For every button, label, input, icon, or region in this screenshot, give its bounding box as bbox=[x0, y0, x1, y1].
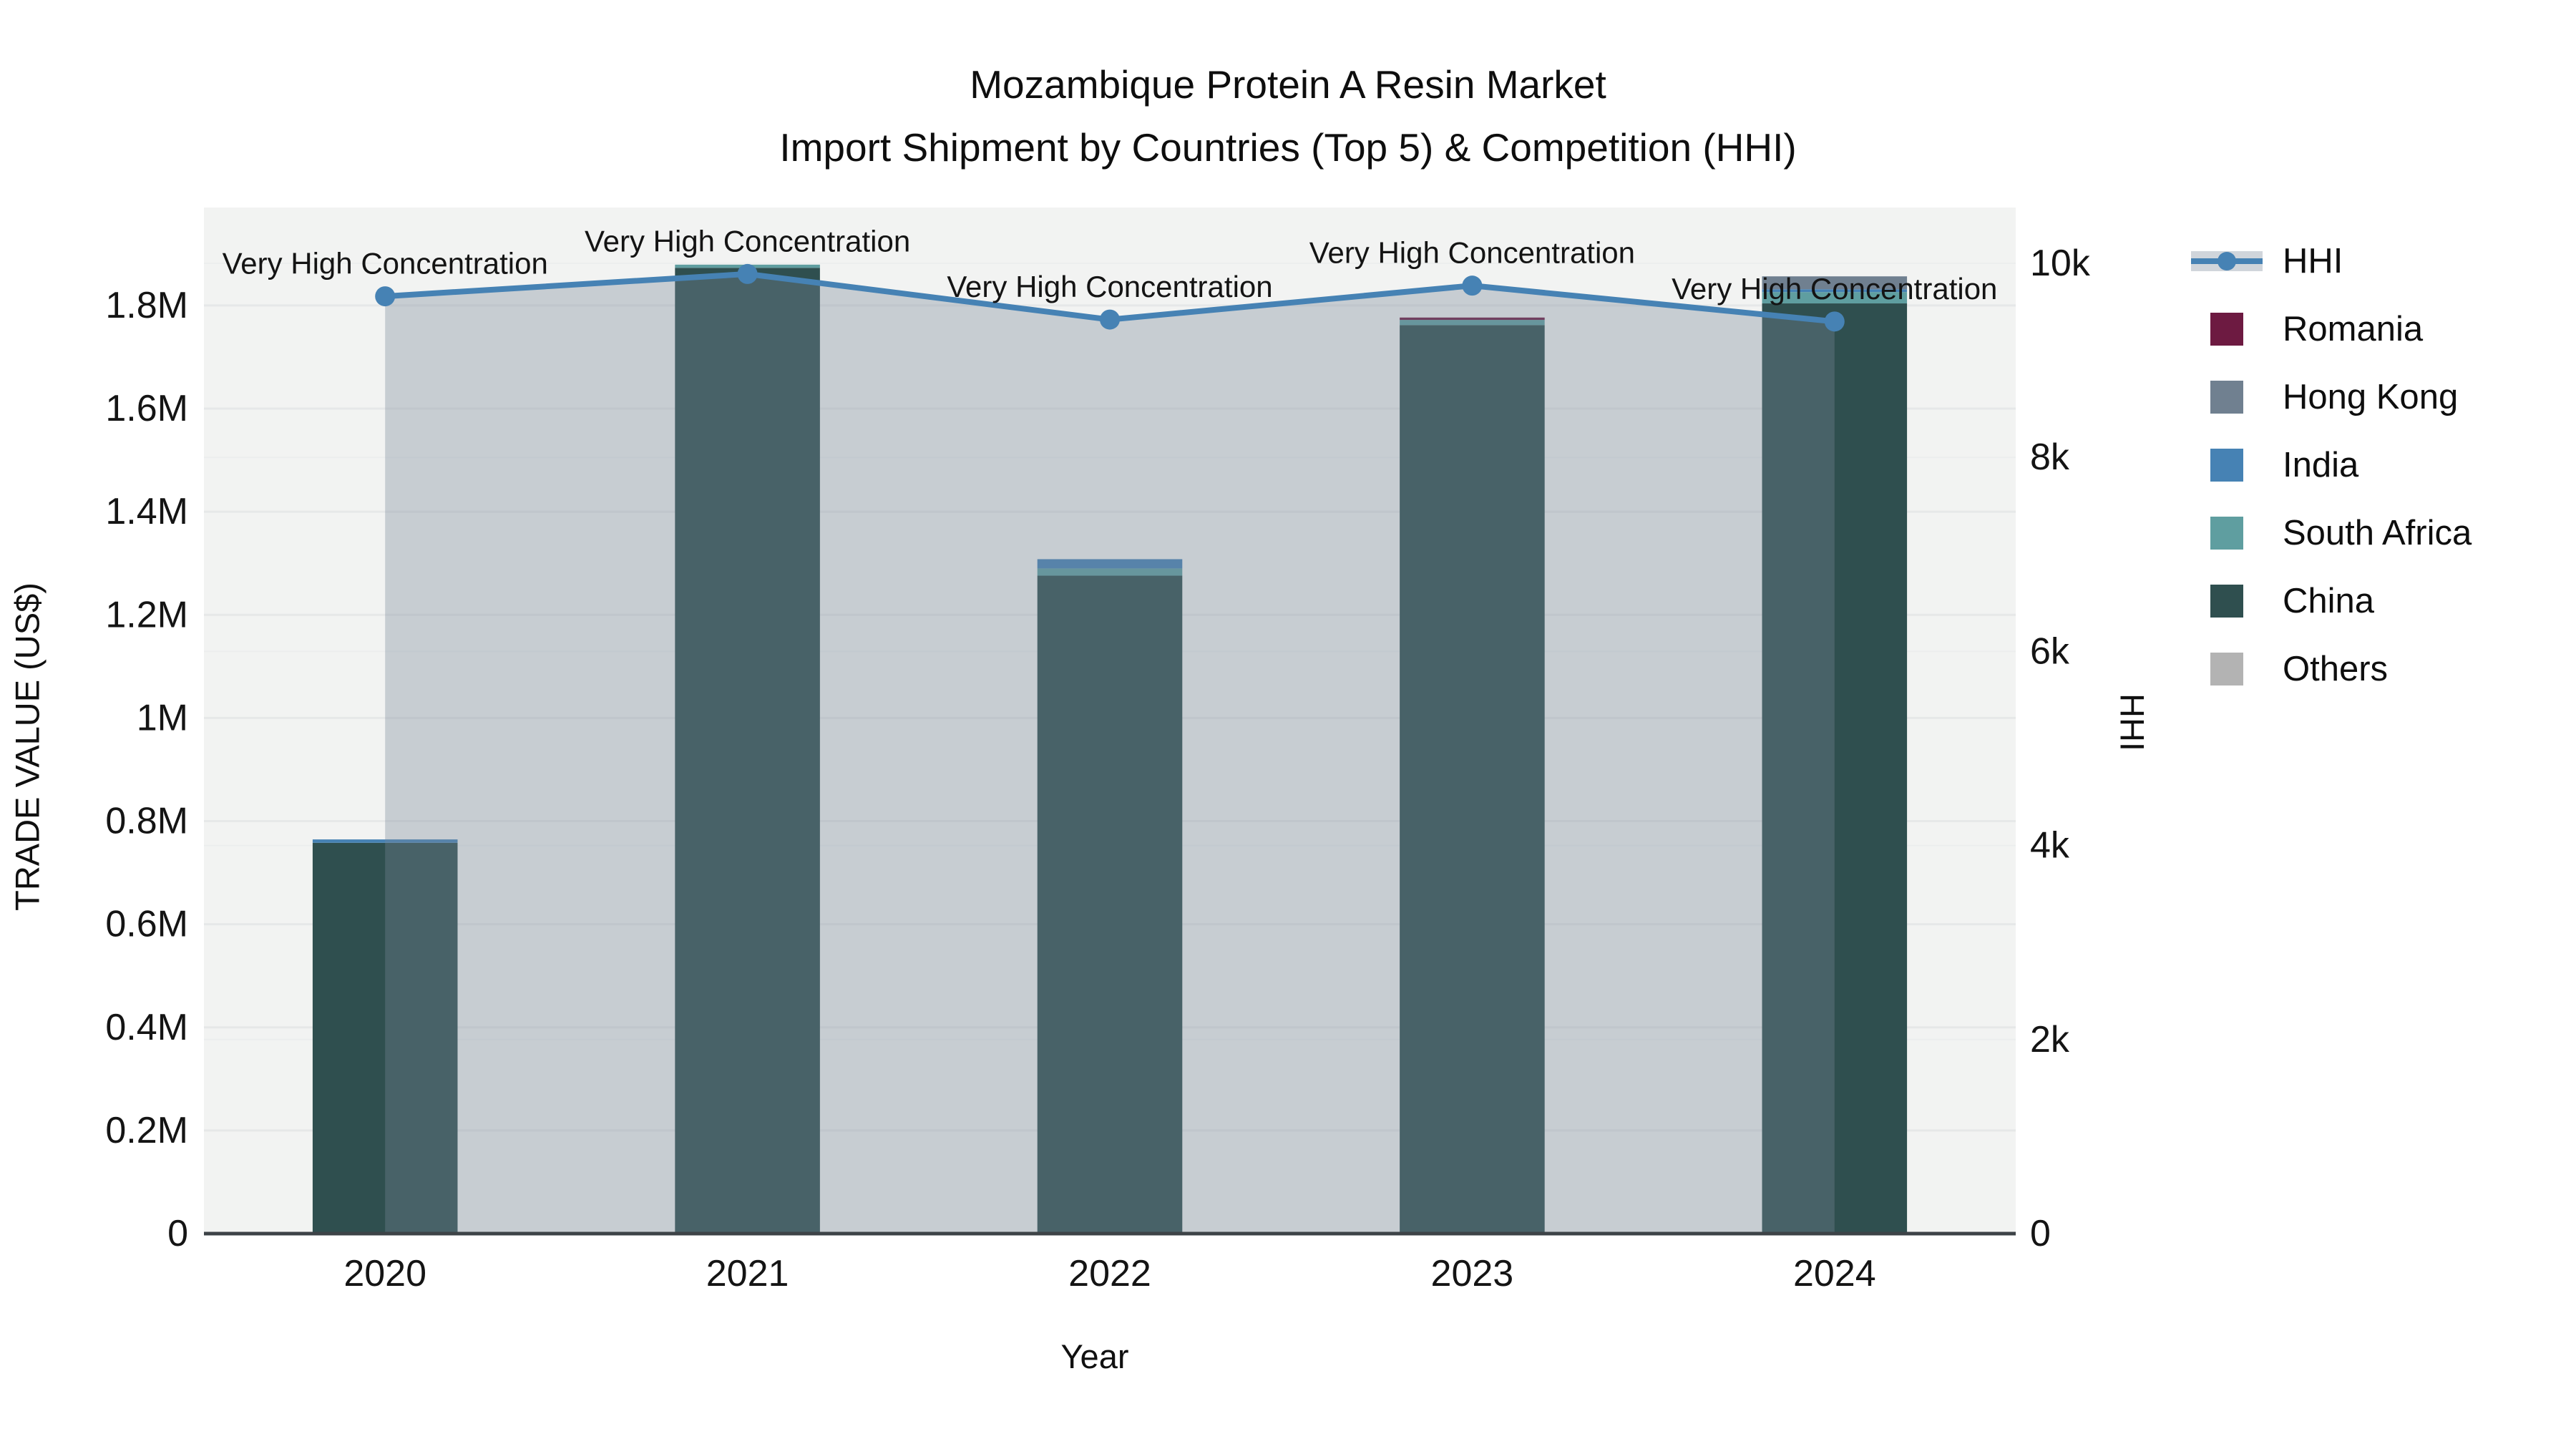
y-tick-label: 1.6M bbox=[105, 388, 188, 429]
legend: HHI Romania Hong Kong India South Africa… bbox=[2191, 227, 2472, 703]
legend-item-romania[interactable]: Romania bbox=[2191, 295, 2472, 363]
bars-group bbox=[312, 264, 1908, 1234]
y-tick-label: 0.4M bbox=[105, 1007, 188, 1048]
bar-segment-china-2021[interactable] bbox=[675, 268, 820, 1234]
x-axis-title: Year bbox=[1060, 1337, 1129, 1375]
annotation-label: Very High Concentration bbox=[1309, 236, 1635, 270]
chart-title-line2: Import Shipment by Countries (Top 5) & C… bbox=[779, 125, 1797, 170]
chart-title-line1: Mozambique Protein A Resin Market bbox=[970, 62, 1606, 107]
annotation-label: Very High Concentration bbox=[585, 224, 910, 258]
legend-item-china[interactable]: China bbox=[2191, 567, 2472, 635]
x-tick-label: 2024 bbox=[1793, 1253, 1876, 1294]
x-tick-label: 2022 bbox=[1068, 1253, 1151, 1294]
legend-item-others[interactable]: Others bbox=[2191, 635, 2472, 703]
bar-segment-india-2022[interactable] bbox=[1037, 559, 1183, 569]
y-tick-label: 0.6M bbox=[105, 904, 188, 945]
annotation-label: Very High Concentration bbox=[223, 247, 548, 280]
hhi-marker-2023[interactable] bbox=[1462, 275, 1483, 296]
chart-title: Mozambique Protein A Resin Market Import… bbox=[0, 53, 2576, 179]
bar-segment-south-africa-2024[interactable] bbox=[1762, 292, 1908, 304]
x-tick-label: 2021 bbox=[706, 1253, 789, 1294]
y-tick-label: 0.2M bbox=[105, 1110, 188, 1151]
bar-segment-hong-kong-2024[interactable] bbox=[1762, 276, 1908, 290]
legend-label: South Africa bbox=[2283, 513, 2472, 552]
hong-kong-swatch-icon bbox=[2191, 363, 2263, 431]
bar-segment-china-2020[interactable] bbox=[312, 842, 458, 1234]
hhi-area-fill bbox=[385, 273, 1835, 1234]
y2-tick-label: 2k bbox=[2030, 1019, 2070, 1060]
y-axis-title: TRADE VALUE (US$) bbox=[8, 582, 47, 911]
bar-segment-south-africa-2023[interactable] bbox=[1400, 320, 1545, 326]
legend-label: Hong Kong bbox=[2283, 377, 2459, 416]
bar-segment-china-2022[interactable] bbox=[1037, 575, 1183, 1234]
y2-tick-label: 4k bbox=[2030, 825, 2070, 867]
bar-segment-china-2024[interactable] bbox=[1762, 303, 1908, 1234]
x-tick-label: 2023 bbox=[1431, 1253, 1514, 1294]
legend-item-south-africa[interactable]: South Africa bbox=[2191, 499, 2472, 567]
hhi-markers bbox=[375, 263, 1845, 332]
hhi-marker-2021[interactable] bbox=[737, 263, 758, 284]
romania-swatch-icon bbox=[2191, 295, 2263, 363]
y-tick-label: 1M bbox=[137, 697, 188, 738]
legend-label: HHI bbox=[2283, 241, 2343, 280]
legend-label: India bbox=[2283, 445, 2359, 484]
hhi-line-swatch-icon bbox=[2191, 227, 2263, 295]
x-tick-label: 2020 bbox=[343, 1253, 426, 1294]
tick-labels: 0 0.2M 0.4M 0.6M 0.8M 1M 1.2M 1.4M 1.6M 1.8M 0 2k 4k… bbox=[105, 224, 2090, 1294]
bar-segment-india-2024[interactable] bbox=[1762, 289, 1908, 293]
hhi-marker-2024[interactable] bbox=[1824, 311, 1845, 332]
annotation-label: Very High Concentration bbox=[1672, 272, 1997, 306]
y2-tick-label: 8k bbox=[2030, 436, 2070, 478]
hhi-marker-2022[interactable] bbox=[1100, 309, 1120, 330]
y-tick-label: 1.4M bbox=[105, 491, 188, 532]
south-africa-swatch-icon bbox=[2191, 499, 2263, 567]
y-tick-label: 0 bbox=[167, 1213, 188, 1254]
legend-item-hong-kong[interactable]: Hong Kong bbox=[2191, 363, 2472, 431]
y-tick-label: 0.8M bbox=[105, 801, 188, 842]
hhi-marker-2020[interactable] bbox=[375, 286, 396, 307]
y2-tick-label: 10k bbox=[2030, 243, 2091, 284]
india-swatch-icon bbox=[2191, 431, 2263, 499]
gridlines-right bbox=[204, 262, 2016, 1040]
bar-segment-south-africa-2022[interactable] bbox=[1037, 568, 1183, 576]
legend-label: China bbox=[2283, 581, 2375, 620]
bar-segment-china-2023[interactable] bbox=[1400, 325, 1545, 1234]
legend-label: Others bbox=[2283, 649, 2389, 688]
legend-item-india[interactable]: India bbox=[2191, 431, 2472, 499]
y2-tick-label: 6k bbox=[2030, 630, 2070, 672]
y2-tick-label: 0 bbox=[2030, 1213, 2051, 1254]
china-swatch-icon bbox=[2191, 567, 2263, 635]
annotation-label: Very High Concentration bbox=[947, 270, 1272, 303]
y-tick-label: 1.8M bbox=[105, 285, 188, 326]
bar-segment-romania-2023[interactable] bbox=[1400, 317, 1545, 321]
legend-item-hhi[interactable]: HHI bbox=[2191, 227, 2472, 295]
y2-axis-title: HHI bbox=[2113, 693, 2152, 751]
y-tick-label: 1.2M bbox=[105, 594, 188, 635]
legend-label: Romania bbox=[2283, 309, 2424, 348]
others-swatch-icon bbox=[2191, 635, 2263, 703]
bar-segment-india-2020[interactable] bbox=[312, 839, 458, 843]
